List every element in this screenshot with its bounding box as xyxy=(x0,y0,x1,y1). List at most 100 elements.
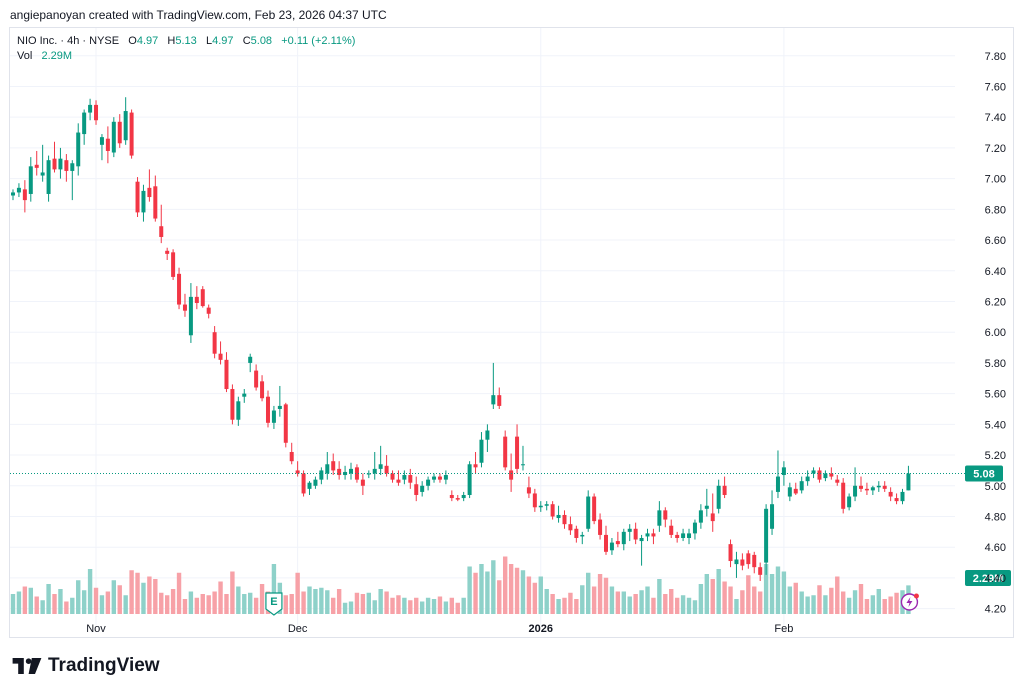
candle xyxy=(159,204,164,244)
volume-bar xyxy=(639,590,644,614)
candle xyxy=(153,175,158,222)
candle xyxy=(188,283,193,343)
candle-body xyxy=(835,479,840,483)
candle xyxy=(135,177,140,218)
earnings-marker[interactable]: E xyxy=(265,592,283,616)
candle xyxy=(420,481,425,497)
candle xyxy=(722,476,727,499)
candle-body xyxy=(734,559,739,565)
candle-body xyxy=(550,504,555,517)
chart-frame[interactable]: 5.08 2.29M E 7.80 7.60 7.40 7.20 7.00 6.80 6.60 6… xyxy=(9,27,1014,638)
volume-bar xyxy=(787,586,793,614)
candle xyxy=(200,286,205,308)
candle-body xyxy=(681,533,686,538)
candle xyxy=(515,424,520,474)
volume-bar xyxy=(485,571,490,614)
candle-body xyxy=(752,554,757,568)
volume-bar xyxy=(46,584,51,614)
candle xyxy=(177,267,182,310)
volume-bar xyxy=(568,592,573,614)
chart-credit: angiepanoyan created with TradingView.co… xyxy=(10,8,387,22)
volume-row: Vol 2.29M xyxy=(17,49,355,64)
low-label: L xyxy=(205,35,213,47)
candle-body xyxy=(236,401,241,420)
candle xyxy=(586,490,591,532)
high-value: 5.13 xyxy=(175,35,197,47)
volume-bar xyxy=(526,576,532,614)
candle xyxy=(277,385,282,417)
candle xyxy=(752,551,757,574)
candle xyxy=(888,487,893,502)
candle-body xyxy=(283,404,288,443)
candle-body xyxy=(740,559,745,566)
volume-bar xyxy=(164,595,170,614)
candle-body xyxy=(177,273,182,305)
candle xyxy=(627,524,632,542)
price-axis[interactable]: 7.80 7.60 7.40 7.20 7.00 6.80 6.60 6.40 6.20 6.00… xyxy=(985,51,1006,616)
candle xyxy=(532,488,537,512)
price-tick-label: 5.60 xyxy=(985,389,1006,401)
candle-body xyxy=(58,158,63,170)
candle xyxy=(408,468,413,489)
candle-body xyxy=(147,187,152,198)
candle-body xyxy=(764,508,769,563)
candle-body xyxy=(224,359,229,390)
volume-bar xyxy=(182,599,188,614)
volume-bar xyxy=(473,572,478,614)
volume-bar xyxy=(366,592,371,614)
symbol-label[interactable]: NIO Inc. · 4h · NYSE xyxy=(17,35,120,47)
volume-bar xyxy=(781,571,787,614)
candle xyxy=(864,482,869,495)
volume-bar xyxy=(16,591,22,614)
candle-body xyxy=(105,138,110,151)
candle xyxy=(206,304,211,319)
candle-body xyxy=(503,436,508,468)
low-value: 4.97 xyxy=(212,35,234,47)
candle xyxy=(734,551,739,578)
time-axis[interactable]: Nov Dec 2026 Feb xyxy=(86,623,793,635)
volume-bar xyxy=(384,591,389,614)
chart-canvas[interactable]: 5.08 2.29M E 7.80 7.60 7.40 7.20 7.00 6.80 6.60 6… xyxy=(10,28,1015,639)
tradingview-brand[interactable]: TradingView xyxy=(12,655,160,677)
lightning-icon[interactable] xyxy=(900,593,919,611)
candle xyxy=(473,451,478,474)
candle-body xyxy=(82,112,87,135)
volume-bar xyxy=(841,591,846,614)
candle xyxy=(562,510,567,529)
candle xyxy=(675,531,680,543)
volume-bar xyxy=(609,586,615,614)
candle-body xyxy=(165,250,170,254)
candle-body xyxy=(556,514,561,519)
candle-body xyxy=(46,160,51,194)
chart-legend: NIO Inc. · 4h · NYSE O4.97 H5.13 L4.97 C… xyxy=(17,34,355,64)
candle-body xyxy=(888,491,893,497)
volume-bar xyxy=(111,580,117,614)
candle-body xyxy=(16,187,21,193)
candle xyxy=(34,150,39,176)
candle-body xyxy=(171,252,176,277)
candle-body xyxy=(710,513,715,522)
volume-value: 2.29M xyxy=(41,50,73,62)
candle xyxy=(319,467,324,485)
volume-bar xyxy=(259,584,265,614)
candle-body xyxy=(574,528,579,538)
price-tick-label: 5.20 xyxy=(985,450,1006,462)
candle-body xyxy=(467,464,472,495)
volume-bar xyxy=(194,597,200,614)
candle-body xyxy=(325,464,330,474)
candle-body xyxy=(793,488,798,494)
candle xyxy=(123,97,128,145)
volume-bar xyxy=(882,599,887,614)
candle xyxy=(775,450,780,499)
candle xyxy=(313,476,318,489)
candles xyxy=(11,97,911,581)
candle-body xyxy=(64,160,69,171)
volume-bar xyxy=(669,589,674,614)
candle-body xyxy=(669,525,674,535)
volume-bar xyxy=(22,586,28,614)
candle-body xyxy=(40,172,45,176)
candle-body xyxy=(639,537,644,542)
candle-body xyxy=(360,479,365,486)
candle xyxy=(758,562,763,581)
candle xyxy=(218,341,223,365)
